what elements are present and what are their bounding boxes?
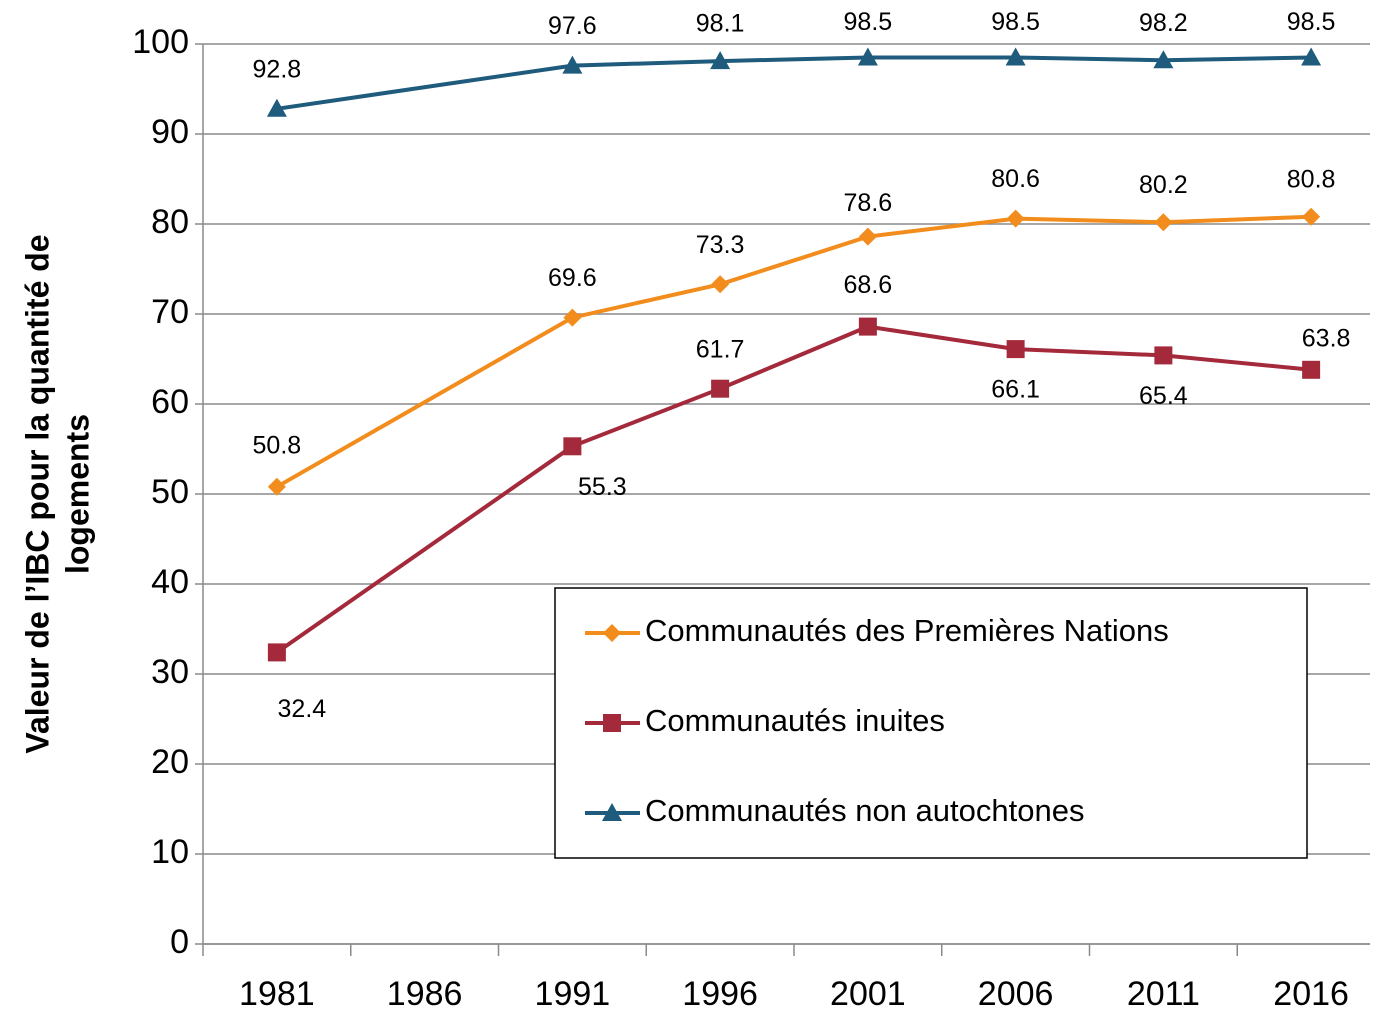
- value-label: 98.1: [696, 10, 745, 38]
- value-label: 78.6: [844, 189, 893, 217]
- x-tick-label: 1986: [387, 975, 463, 1013]
- x-tick-label: 2006: [978, 975, 1054, 1013]
- point: [858, 227, 877, 246]
- value-label: 50.8: [253, 431, 302, 459]
- value-label: 66.1: [991, 376, 1040, 404]
- x-tick-label: 2001: [830, 975, 906, 1013]
- y-tick-label: 50: [151, 473, 189, 511]
- value-label: 80.6: [991, 165, 1040, 193]
- value-label: 69.6: [548, 264, 597, 292]
- legend-marker: [602, 803, 622, 821]
- point: [1154, 213, 1173, 232]
- legend-label: Communautés inuites: [645, 703, 945, 738]
- value-label: 68.6: [844, 271, 893, 299]
- value-label: 61.7: [696, 335, 745, 363]
- legend-marker: [603, 624, 621, 642]
- y-tick-label: 80: [151, 203, 189, 241]
- legend: Communautés des Premières Nations Communa…: [554, 587, 1308, 859]
- value-label: 73.3: [696, 231, 745, 259]
- y-tick-label: 10: [151, 833, 189, 871]
- y-axis-label-line: logements: [59, 414, 95, 574]
- value-label: 92.8: [253, 55, 302, 83]
- x-tick-label: 1996: [682, 975, 758, 1013]
- y-tick-label: 60: [151, 383, 189, 421]
- point: [563, 308, 582, 327]
- point: [1006, 209, 1025, 228]
- point: [857, 47, 878, 66]
- value-label: 63.8: [1302, 324, 1351, 352]
- point: [1153, 50, 1174, 69]
- y-tick-label: 0: [170, 923, 189, 961]
- point: [1006, 340, 1025, 359]
- point: [711, 379, 730, 398]
- y-axis-label-line: Valeur de l’IBC pour la quantité de: [19, 234, 55, 753]
- point: [1302, 360, 1321, 379]
- legend-box: [554, 587, 1308, 859]
- point: [711, 275, 730, 294]
- point: [710, 51, 731, 70]
- y-tick-label: 100: [132, 23, 189, 61]
- y-tick-label: 90: [151, 113, 189, 151]
- x-tick-label: 2016: [1273, 975, 1349, 1013]
- value-label: 80.8: [1287, 165, 1336, 193]
- point: [1005, 47, 1026, 66]
- value-label: 32.4: [278, 695, 327, 723]
- legend-label: Communautés des Premières Nations: [645, 613, 1169, 648]
- value-label: 55.3: [578, 473, 627, 501]
- x-tick-label: 1981: [239, 975, 315, 1013]
- point: [267, 643, 286, 662]
- value-label: 98.5: [844, 8, 893, 36]
- value-label: 98.5: [991, 8, 1040, 36]
- point: [562, 55, 583, 74]
- y-axis-label: Valeur de l’IBC pour la quantité de loge…: [19, 234, 95, 753]
- point: [266, 98, 287, 117]
- point: [267, 477, 286, 496]
- legend-label: Communautés non autochtones: [645, 793, 1084, 828]
- y-tick-label: 40: [151, 563, 189, 601]
- value-label: 98.2: [1139, 9, 1188, 37]
- point: [858, 317, 877, 336]
- value-label: 97.6: [548, 12, 597, 40]
- point: [1302, 207, 1321, 226]
- value-label: 80.2: [1139, 171, 1188, 199]
- x-tick-label: 2011: [1127, 975, 1200, 1013]
- point: [1154, 346, 1173, 365]
- point: [1301, 47, 1322, 66]
- point: [563, 437, 582, 456]
- legend-marker: [603, 714, 621, 732]
- y-tick-label: 20: [151, 743, 189, 781]
- y-tick-label: 30: [151, 653, 189, 691]
- y-tick-label: 70: [151, 293, 189, 331]
- value-label: 98.5: [1287, 8, 1336, 36]
- x-tick-label: 1991: [535, 975, 611, 1013]
- value-label: 65.4: [1139, 382, 1188, 410]
